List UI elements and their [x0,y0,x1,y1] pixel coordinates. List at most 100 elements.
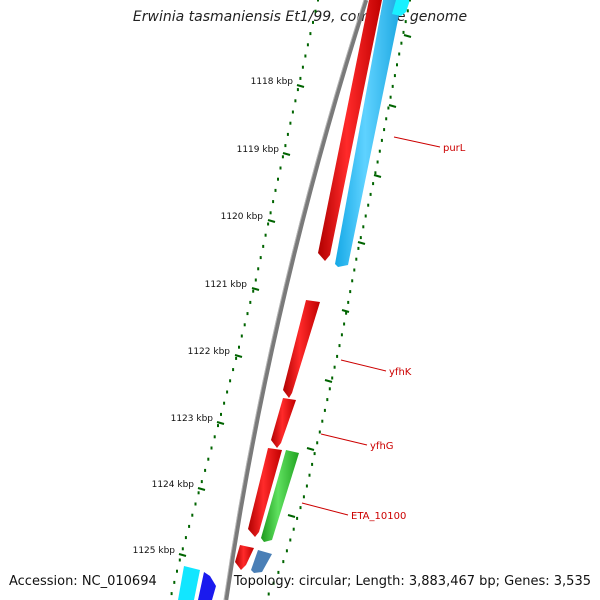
ruler-dot [204,468,207,472]
ruler-major-tick [267,219,276,223]
ruler-dot [308,473,311,477]
ruler-dot [326,398,329,402]
ruler-dot [312,20,314,24]
ruler-dot [355,257,358,261]
ruler-dot [176,569,178,573]
ruler-dot [181,547,184,551]
cds-reverse-steelblue [251,550,272,573]
ruler-dot [289,538,292,542]
ruler-dot [296,516,299,520]
ruler-dot [364,214,367,218]
tick-label-1123: 1123 kbp [171,414,214,424]
ruler-minor-tick [341,309,350,313]
cds-forward-yfhK [271,398,296,448]
cds-forward-2 [235,545,254,570]
cds-reverse-bottom-cyan [178,566,200,600]
ruler-dot [296,88,299,92]
ruler-dot [301,65,304,69]
ruler-dot [289,121,292,125]
ruler-dot [259,256,262,260]
cds-reverse-purL [335,0,402,267]
ruler-dot [254,278,257,282]
ruler-minor-tick [306,447,315,451]
ruler-dot [340,333,343,337]
ruler-dot [243,323,246,327]
ruler-dot [374,171,377,175]
ruler-dot [184,536,187,540]
ruler-dot [369,192,372,196]
ruler-dot [302,495,305,499]
ruler-minor-tick [324,379,333,383]
ruler-minor-tick [357,241,366,245]
ruler-major-tick [216,421,225,425]
ruler-dot [362,225,365,229]
ruler-dot [249,300,252,304]
ruler-major-tick [178,553,187,557]
ruler-dot [220,412,222,416]
ruler-dot [282,560,285,564]
accession-text: Accession: NC_010694 [9,574,157,589]
leader-line-yfhG [320,433,368,446]
ruler-dot [331,376,334,380]
ruler-dot [285,549,288,553]
ruler-dot [383,128,386,132]
ruler-ticks [178,34,412,557]
ruler-dot [316,441,319,445]
ruler-minor-tick [403,34,412,38]
ruler-dot [264,233,267,237]
gene-label-ETA_10100: ETA_10100 [351,511,406,522]
ruler-dot [317,0,319,2]
ruler-dot [274,188,277,192]
rna-feature-ETA_10100 [261,450,299,542]
cds-forward-purL [318,0,382,261]
ruler-dot [194,502,197,506]
ruler-dot [387,106,390,110]
ruler-dot [378,149,381,153]
ruler-dot [372,182,375,186]
ruler-major-tick [197,487,206,491]
tick-label-1125: 1125 kbp [133,546,176,556]
ruler-dot [226,390,229,394]
ruler-dot [309,32,312,36]
ruler-dot [284,144,287,148]
ruler-dot [314,9,317,13]
ruler-dot [396,63,398,67]
leader-line-ETA_10100 [301,502,349,516]
ruler-dot [367,203,370,207]
ruler-dot [323,408,326,412]
ruler-dot [229,379,232,383]
ruler-dot [292,527,295,531]
ruler-dot [306,43,309,47]
ruler-minor-tick [388,104,397,108]
gene-label-purL: purL [443,143,466,154]
ruler-dot [321,419,324,423]
ruler-dot [232,368,235,372]
genome-backbone [223,0,369,600]
ruler-dot [393,74,396,78]
cds-forward-1 [283,300,320,398]
ruler-dot [252,289,255,293]
ruler-dot [277,570,280,574]
ruler-dot [380,138,383,142]
leader-line-purL [393,136,441,148]
tick-label-1124: 1124 kbp [152,480,195,490]
ruler-dot [311,462,314,466]
ruler-dot [262,244,265,248]
ruler-dot [191,513,194,517]
genome-summary-text: Topology: circular; Length: 3,883,467 bp… [233,574,591,589]
ruler-dot [391,84,394,88]
ruler-major-tick [251,287,260,291]
ruler-minor-tick [373,174,382,178]
ruler-dot [235,356,238,360]
ruler-dot [217,424,219,428]
ruler-dot [246,312,249,316]
ruler-dot [353,268,356,272]
ruler-dot [349,290,352,294]
tick-label-1120: 1120 kbp [221,212,264,222]
ruler-dot [313,452,316,456]
ruler-dot [404,20,407,24]
cds-reverse-light [392,0,410,16]
ruler-dot [398,52,401,56]
ruler-dot [223,401,226,405]
